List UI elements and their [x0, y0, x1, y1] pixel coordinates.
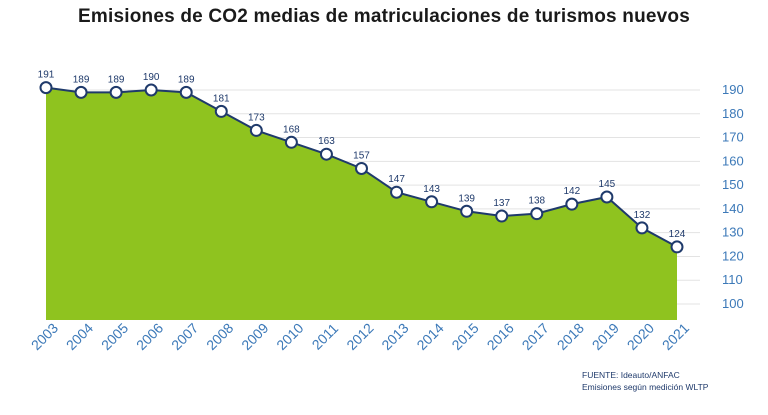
- y-tick-label: 170: [722, 130, 744, 145]
- data-point: [249, 123, 263, 137]
- source-note: FUENTE: Ideauto/ANFAC: [582, 370, 680, 380]
- data-point: [530, 207, 544, 221]
- x-tick-label: 2006: [133, 320, 166, 353]
- data-label: 189: [108, 74, 125, 85]
- data-point: [390, 185, 404, 199]
- x-tick-label: 2009: [238, 320, 271, 353]
- data-label: 147: [388, 174, 405, 185]
- x-tick-label: 2007: [168, 320, 201, 353]
- x-tick-label: 2003: [28, 320, 61, 353]
- x-tick-label: 2004: [63, 320, 96, 353]
- data-label: 181: [213, 93, 230, 104]
- data-label: 137: [493, 198, 510, 209]
- y-tick-label: 160: [722, 153, 744, 168]
- data-labels: 191 189 189 190 189 181 173 168 163 157 147 143 139 1…: [38, 70, 686, 240]
- x-tick-label: 2019: [589, 320, 622, 353]
- data-point: [355, 161, 368, 175]
- data-point: [495, 209, 509, 223]
- x-tick-label: 2014: [413, 320, 446, 353]
- x-tick-label: 2021: [659, 320, 692, 353]
- data-label: 173: [248, 112, 265, 123]
- data-label: 145: [599, 179, 616, 190]
- data-point: [565, 197, 579, 211]
- data-point: [144, 83, 158, 97]
- x-tick-label: 2020: [624, 320, 657, 353]
- y-tick-label: 140: [722, 201, 744, 216]
- data-point: [214, 104, 228, 118]
- y-tick-label: 150: [722, 177, 744, 192]
- data-point: [284, 135, 298, 149]
- data-label: 143: [423, 184, 440, 195]
- y-tick-label: 180: [722, 106, 744, 121]
- data-label: 191: [38, 70, 55, 81]
- data-label: 163: [318, 136, 335, 147]
- data-point: [460, 204, 474, 218]
- data-label: 189: [73, 74, 90, 85]
- data-point: [39, 81, 53, 95]
- data-label: 124: [669, 229, 686, 240]
- x-tick-label: 2013: [378, 320, 411, 353]
- y-tick-label: 100: [722, 296, 744, 311]
- measurement-note: Emisiones según medición WLTP: [582, 382, 709, 392]
- data-label: 168: [283, 124, 300, 135]
- y-axis-ticks: 100 110 120 130 140 150 160 170 180 190: [722, 82, 744, 311]
- x-tick-label: 2018: [554, 320, 587, 353]
- x-tick-label: 2015: [448, 320, 481, 353]
- x-tick-label: 2005: [98, 320, 131, 353]
- data-label: 138: [528, 196, 545, 207]
- data-point: [109, 85, 123, 99]
- data-point: [600, 190, 614, 204]
- y-tick-label: 120: [722, 248, 744, 263]
- data-label: 139: [458, 193, 475, 204]
- data-point: [179, 85, 193, 99]
- x-axis-ticks: 2003 2004 2005 2006 2007 2008 2009 2010 2011 2012…: [28, 320, 692, 353]
- y-tick-label: 190: [722, 82, 744, 97]
- data-point: [319, 147, 333, 161]
- data-label: 189: [178, 74, 195, 85]
- x-tick-label: 2012: [343, 320, 376, 353]
- data-point: [635, 221, 649, 235]
- y-tick-label: 130: [722, 225, 744, 240]
- x-tick-label: 2010: [273, 320, 306, 353]
- y-tick-label: 110: [722, 272, 743, 287]
- data-point: [670, 240, 684, 254]
- data-point: [425, 195, 439, 209]
- data-point: [74, 85, 88, 99]
- data-label: 142: [563, 186, 580, 197]
- x-tick-label: 2016: [484, 320, 517, 353]
- x-tick-label: 2011: [309, 320, 342, 353]
- data-label: 190: [143, 72, 160, 83]
- data-points: [39, 81, 684, 254]
- data-label: 157: [353, 150, 370, 161]
- chart-title: Emisiones de CO2 medias de matriculacion…: [78, 6, 690, 27]
- area-fill: [46, 87, 677, 320]
- data-label: 132: [634, 210, 651, 221]
- x-tick-label: 2008: [203, 320, 236, 353]
- x-tick-label: 2017: [519, 320, 552, 353]
